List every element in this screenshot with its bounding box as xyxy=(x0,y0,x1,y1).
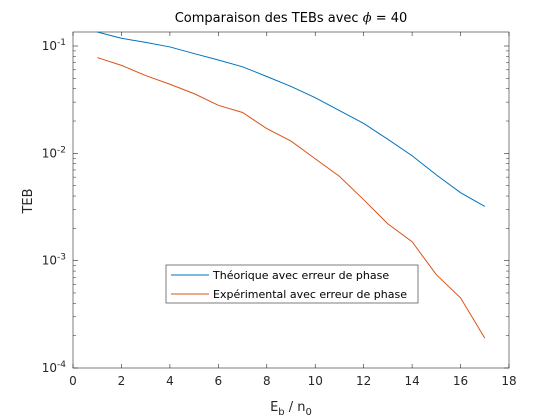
legend-box xyxy=(165,264,419,304)
x-tick-label: 4 xyxy=(166,374,174,388)
x-tick-label: 6 xyxy=(215,374,223,388)
x-tick-label: 2 xyxy=(118,374,126,388)
series-line-theorique xyxy=(97,31,486,207)
x-tick-label: 12 xyxy=(356,374,371,388)
plot-area xyxy=(72,31,510,369)
y-tick-label: 10-1 xyxy=(42,38,66,53)
y-tick-label: 10-3 xyxy=(42,253,66,268)
series-layer xyxy=(97,31,486,339)
x-tick-label: 18 xyxy=(501,374,516,388)
x-axis-ticks: 0 2 4 6 8 10 12 14 16 18 xyxy=(69,32,517,388)
legend: Théorique avec erreur de phase Expérimen… xyxy=(165,264,419,304)
y-tick-label: 10-2 xyxy=(42,145,66,160)
y-tick-label: 10-4 xyxy=(42,360,67,375)
y-axis-ticks: 10-1 10-2 10-3 10-4 xyxy=(42,38,509,375)
x-tick-label: 0 xyxy=(69,374,77,388)
x-axis-label: Eb / n0 xyxy=(270,400,312,418)
chart-title: Comparaison des TEBs avec ϕ = 40 xyxy=(175,11,408,26)
legend-label-experimental: Expérimental avec erreur de phase xyxy=(213,288,407,301)
x-tick-label: 10 xyxy=(308,374,323,388)
y-axis-label: TEB xyxy=(21,188,36,214)
title-phi-symbol: ϕ xyxy=(363,11,372,26)
x-tick-label: 16 xyxy=(453,374,468,388)
x-tick-label: 14 xyxy=(404,374,419,388)
legend-label-theorique: Théorique avec erreur de phase xyxy=(212,269,389,282)
series-line-experimental xyxy=(97,57,486,339)
x-tick-label: 8 xyxy=(263,374,271,388)
